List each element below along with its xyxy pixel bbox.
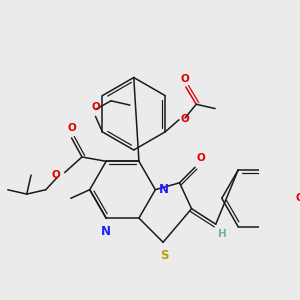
Text: O: O xyxy=(181,74,189,84)
Text: O: O xyxy=(92,102,101,112)
Text: S: S xyxy=(160,249,168,262)
Text: O: O xyxy=(67,123,76,133)
Text: O: O xyxy=(181,114,189,124)
Text: O: O xyxy=(197,153,206,163)
Text: O: O xyxy=(296,193,300,203)
Text: N: N xyxy=(101,225,111,238)
Text: N: N xyxy=(159,183,169,196)
Text: O: O xyxy=(52,170,60,180)
Text: H: H xyxy=(218,229,227,238)
